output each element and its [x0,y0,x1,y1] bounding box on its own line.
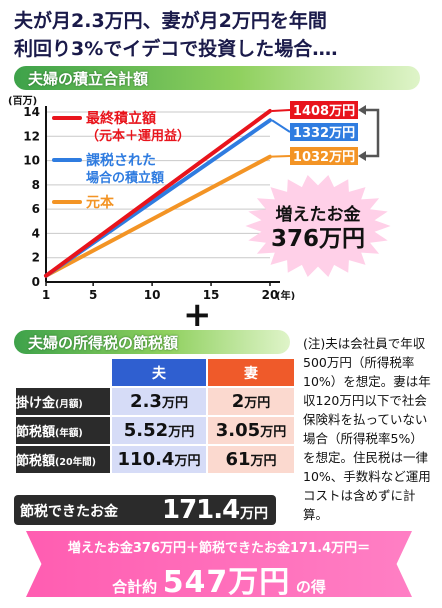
y-tick-label: 6 [32,202,40,216]
legend-name: 最終積立額 [86,110,156,127]
saved-label: 節税できたお金 [20,504,118,520]
x-tick-label: 15 [203,288,220,300]
headline-line1: 夫が月2.3万円、妻が月2万円を年間 [14,10,327,32]
series-line-0 [44,109,272,278]
increase-label: 増えたお金 [276,204,362,225]
headline-line2: 利回り3%でイデコで投資した場合‥‥ [14,38,338,60]
husband-value: 110.4万円 [112,446,206,473]
y-tick-label: 4 [32,226,40,240]
husband-value: 5.52万円 [112,417,206,444]
section2-banner: 夫婦の所得税の節税額 [14,330,290,354]
end-label-leader [271,155,291,158]
header-wife: 妻 [208,359,294,386]
legend-name: 元本 [86,194,115,211]
y-tick-label: 10 [23,154,40,168]
starburst [245,175,391,277]
increase-value: 376万円 [271,226,365,252]
table-row: 掛け金(月額) 2.3万円 2万円 [16,388,294,415]
arrow-head [358,151,366,161]
chart-grid [46,111,270,259]
arrow-head [358,105,366,115]
end-label-leader [271,119,291,133]
plus-sign: + [183,295,212,335]
x-unit-label: (年) [276,289,295,300]
y-tick-label: 12 [23,129,40,143]
table-row: 節税額(年額) 5.52万円 3.05万円 [16,417,294,444]
total-formula: 増えたお金376万円＋節税できたお金171.4万円＝ [67,541,371,556]
section1-title: 夫婦の積立合計額 [28,70,149,88]
end-label-box [290,123,358,141]
y-tick-label: 8 [32,178,40,192]
chart-axes: (百万) (年) [8,95,295,300]
header-husband: 夫 [112,359,206,386]
x-tick-label: 20 [262,288,279,300]
table-row: 節税額(20年間) 110.4万円 61万円 [16,446,294,473]
end-label-text: 1332万円 [293,126,355,141]
increase-callout: 増えたお金376万円 [245,175,391,277]
row-label: 節税額(年額) [16,417,110,444]
y-tick-label: 0 [32,275,40,289]
wife-value: 61万円 [208,446,294,473]
tax-savings-table: 夫 妻 掛け金(月額) 2.3万円 2万円 節税額(年額) 5.52万円 3.0… [14,357,296,475]
legend-sub: （元本＋運用益） [86,128,190,144]
y-tick-label: 2 [32,251,40,265]
y-unit-label: (百万) [8,95,37,107]
legend-name: 課税された [86,152,156,169]
total-value: 547万円 [162,565,291,600]
end-label-text: 1408万円 [293,104,355,119]
wife-value: 2万円 [208,388,294,415]
y-tick-label: 14 [23,105,40,119]
footnote: (注)夫は会社員で年収500万円（所得税率10%）を想定。妻は年収120万円以下… [303,336,431,522]
total-result: 合計約 547万円 の得 [112,565,326,600]
chart-series-lines [44,109,272,278]
end-label-leader [271,109,291,113]
row-label: 節税額(20年間) [16,446,110,473]
tax-saved-banner: 節税できたお金 171.4 万円 [14,495,276,525]
wife-value: 3.05万円 [208,417,294,444]
end-label-box [290,101,358,119]
chart-end-labels: 1408万円 1332万円 1032万円 [271,101,380,165]
total-banner: 増えたお金376万円＋節税できたお金171.4万円＝ 合計約 547万円 の得 [26,531,412,597]
end-label-box [290,147,358,165]
series-line-2 [44,154,272,278]
section1-banner: 夫婦の積立合計額 [14,66,420,90]
x-tick-label: 10 [144,288,161,300]
section2-title: 夫婦の所得税の節税額 [28,334,179,352]
legend-sub: 場合の積立額 [86,170,164,186]
saved-unit: 万円 [240,506,268,522]
saved-value: 171.4 [162,495,240,525]
row-label: 掛け金(月額) [16,388,110,415]
husband-value: 2.3万円 [112,388,206,415]
bracket-arrow [362,108,380,158]
x-tick-label: 5 [89,288,97,300]
end-label-text: 1032万円 [293,150,355,165]
x-tick-label: 1 [42,288,50,300]
